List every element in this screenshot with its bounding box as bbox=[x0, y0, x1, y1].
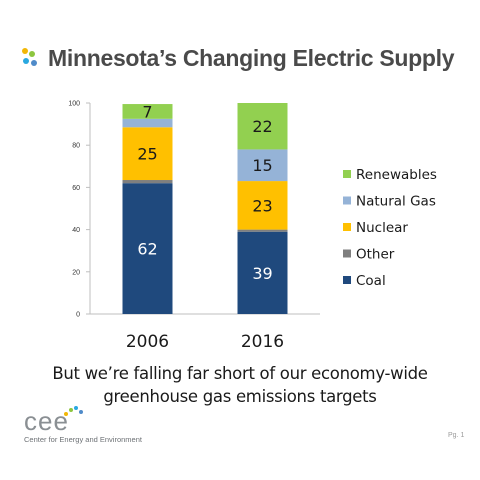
title-dot bbox=[29, 51, 35, 57]
bar-segment bbox=[122, 183, 173, 314]
legend-swatch bbox=[343, 196, 351, 205]
page-number: Pg. 1 bbox=[448, 432, 465, 439]
logo-dot bbox=[74, 406, 78, 410]
org-logo-mark: cee bbox=[24, 406, 142, 436]
bar-segment bbox=[122, 127, 173, 181]
y-tick-label: 60 bbox=[72, 185, 80, 192]
bar-data-label: 39 bbox=[252, 264, 272, 283]
org-name: Center for Energy and Environment bbox=[24, 435, 142, 444]
bar-segment bbox=[122, 180, 173, 184]
subtitle-line: But we’re falling far short of our econo… bbox=[52, 364, 428, 383]
y-tick-label: 80 bbox=[72, 143, 80, 150]
bar-segment bbox=[237, 231, 288, 314]
title-dot bbox=[23, 58, 29, 64]
title-dots-icon bbox=[22, 48, 40, 68]
x-tick-label: 2016 bbox=[241, 332, 284, 352]
slide-subtitle: But we’re falling far short of our econo… bbox=[0, 362, 480, 408]
bar-segment bbox=[122, 118, 173, 128]
y-tick-label: 100 bbox=[68, 101, 80, 108]
logo-dots-icon bbox=[64, 406, 86, 420]
bar-segment bbox=[237, 103, 288, 150]
legend-swatch bbox=[343, 249, 351, 258]
legend-label: Natural Gas bbox=[356, 194, 436, 210]
org-logo-text: cee bbox=[24, 406, 69, 436]
y-tick-label: 40 bbox=[72, 227, 80, 234]
legend-swatch bbox=[343, 170, 351, 178]
y-tick-label: 20 bbox=[72, 269, 80, 276]
legend-label: Coal bbox=[356, 273, 386, 289]
subtitle-line: greenhouse gas emissions targets bbox=[103, 387, 377, 406]
org-logo: cee Center for Energy and Environment bbox=[24, 406, 142, 444]
bar-data-label: 25 bbox=[137, 145, 157, 164]
logo-dot bbox=[79, 410, 83, 414]
legend-label: Renewables bbox=[356, 167, 437, 183]
logo-dot bbox=[64, 412, 68, 416]
bar-data-label: 15 bbox=[252, 156, 272, 175]
bar-segment bbox=[122, 104, 173, 119]
bar-data-label: 22 bbox=[252, 117, 272, 136]
logo-dot bbox=[69, 408, 73, 412]
legend-label: Other bbox=[356, 247, 395, 263]
bar-data-label: 62 bbox=[137, 240, 157, 259]
legend-swatch bbox=[343, 276, 351, 284]
bar-data-label: 23 bbox=[252, 196, 272, 215]
stacked-bar-chart: 0 20 40 60 80 100 62 25 7 2006 39 23 15 22 2016 Renewab… bbox=[68, 101, 437, 353]
bar-data-label: 7 bbox=[142, 102, 152, 121]
legend-swatch bbox=[343, 223, 351, 231]
title-dot bbox=[31, 60, 37, 66]
bar-segment bbox=[237, 149, 288, 182]
bar-segment bbox=[237, 181, 288, 230]
title-dot bbox=[22, 48, 28, 54]
slide-title: Minnesota’s Changing Electric Supply bbox=[48, 44, 455, 71]
y-tick-label: 0 bbox=[76, 312, 80, 319]
x-tick-label: 2006 bbox=[126, 332, 169, 352]
legend-label: Nuclear bbox=[356, 220, 408, 236]
bar-segment bbox=[237, 229, 288, 232]
title-row: Minnesota’s Changing Electric Supply bbox=[22, 38, 455, 78]
